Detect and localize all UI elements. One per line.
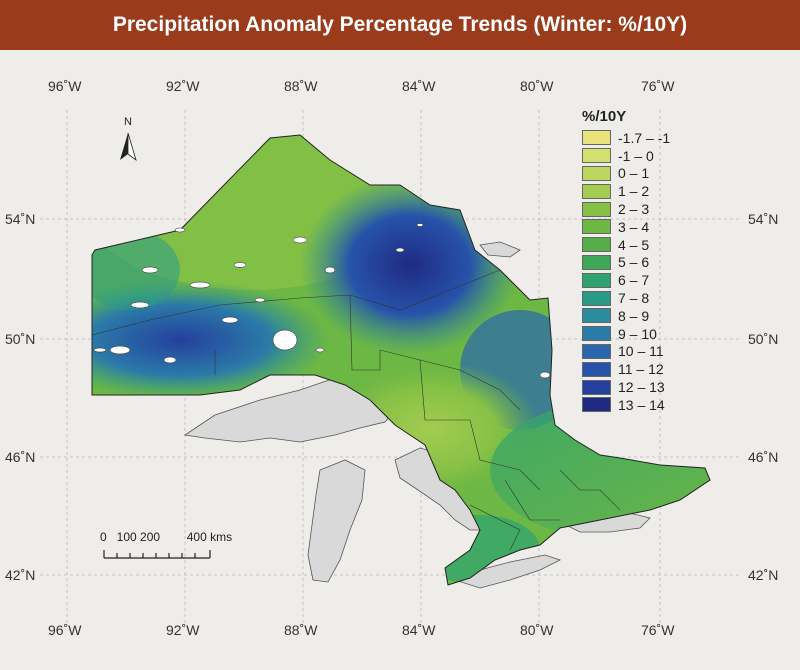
- lat-label-right: 46˚N: [748, 449, 779, 465]
- legend-label: 1 – 2: [618, 183, 650, 200]
- lon-label-bottom: 88˚W: [284, 622, 318, 638]
- lat-label-right: 50˚N: [748, 331, 779, 347]
- legend-swatch: [582, 237, 611, 253]
- lon-label-bottom: 84˚W: [402, 622, 436, 638]
- lon-label-bottom: 96˚W: [48, 622, 82, 638]
- legend-item: 12 – 13: [582, 378, 722, 396]
- legend-item: 2 – 3: [582, 200, 722, 218]
- legend-item: 5 – 6: [582, 254, 722, 272]
- lon-label-top: 96˚W: [48, 78, 82, 94]
- lat-label-left: 42˚N: [5, 567, 36, 583]
- legend-item: -1.7 – -1: [582, 129, 722, 147]
- legend-swatch: [582, 148, 611, 164]
- legend-label: 0 – 1: [618, 165, 650, 182]
- scale-bar: 0 100 200 400 kms: [100, 530, 270, 570]
- lon-label-top: 84˚W: [402, 78, 436, 94]
- lat-label-left: 46˚N: [5, 449, 36, 465]
- legend-label: 7 – 8: [618, 290, 650, 307]
- legend-label: 6 – 7: [618, 272, 650, 289]
- north-arrow-icon: [120, 132, 137, 162]
- legend-item: 7 – 8: [582, 289, 722, 307]
- map-title: Precipitation Anomaly Percentage Trends …: [112, 13, 688, 36]
- legend-item: 6 – 7: [582, 271, 722, 289]
- lake-michigan: [307, 459, 366, 583]
- legend-item: 1 – 2: [582, 182, 722, 200]
- legend-item: 8 – 9: [582, 307, 722, 325]
- district-boundaries: [91, 269, 621, 551]
- north-indicator: N: [114, 116, 144, 166]
- legend-item: 3 – 4: [582, 218, 722, 236]
- scale-bar-graphic: [103, 550, 211, 559]
- legend-label: -1 – 0: [618, 147, 654, 164]
- great-lakes: [183, 241, 651, 589]
- legend-swatch: [582, 272, 611, 288]
- legend-swatch: [582, 397, 611, 413]
- map-area: 96˚W 92˚W 88˚W 84˚W 80˚W 76˚W 96˚W 92˚W …: [0, 50, 800, 670]
- lat-label-left: 50˚N: [5, 331, 36, 347]
- lat-label-right: 42˚N: [748, 567, 779, 583]
- legend-swatch: [582, 201, 611, 217]
- legend-item: 10 – 11: [582, 343, 722, 361]
- legend-label: 13 – 14: [618, 396, 665, 413]
- legend-label: 4 – 5: [618, 236, 650, 253]
- legend-item: 11 – 12: [582, 360, 722, 378]
- lon-label-bottom: 76˚W: [641, 622, 675, 638]
- scale-labels: 0 100 200 400 kms: [100, 530, 233, 544]
- title-bar: Precipitation Anomaly Percentage Trends …: [0, 0, 800, 50]
- lon-label-bottom: 80˚W: [520, 622, 554, 638]
- legend-swatch: [582, 183, 611, 199]
- legend-swatch: [582, 290, 611, 306]
- legend-swatch: [582, 361, 611, 377]
- legend-label: -1.7 – -1: [618, 129, 671, 146]
- lon-label-top: 88˚W: [284, 78, 318, 94]
- legend-swatch: [582, 326, 611, 342]
- legend-label: 9 – 10: [618, 325, 657, 342]
- lat-label-right: 54˚N: [748, 211, 779, 227]
- legend-swatch: [582, 165, 611, 181]
- legend-item: 4 – 5: [582, 236, 722, 254]
- legend-title: %/10Y: [582, 108, 627, 125]
- legend-swatch: [582, 379, 611, 395]
- legend-swatch: [582, 219, 611, 235]
- legend-label: 3 – 4: [618, 218, 650, 235]
- lon-label-top: 80˚W: [520, 78, 554, 94]
- legend-item: 9 – 10: [582, 325, 722, 343]
- legend-label: 10 – 11: [618, 343, 664, 360]
- james-bay-island: [479, 241, 521, 258]
- lon-label-bottom: 92˚W: [166, 622, 200, 638]
- north-letter: N: [124, 116, 132, 128]
- legend-item: 13 – 14: [582, 396, 722, 414]
- legend-swatch: [582, 308, 611, 324]
- legend-swatch: [582, 130, 611, 146]
- small-lakes: [93, 223, 551, 379]
- legend-label: 5 – 6: [618, 254, 650, 271]
- legend-item: 0 – 1: [582, 165, 722, 183]
- lake-erie: [453, 554, 562, 589]
- legend-label: 2 – 3: [618, 201, 650, 218]
- lon-label-top: 92˚W: [166, 78, 200, 94]
- legend-swatch: [582, 254, 611, 270]
- legend-label: 11 – 12: [618, 361, 664, 378]
- lat-label-left: 54˚N: [5, 211, 36, 227]
- legend-label: 8 – 9: [618, 307, 650, 324]
- lon-label-top: 76˚W: [641, 78, 675, 94]
- legend-swatch: [582, 343, 611, 359]
- legend-item: -1 – 0: [582, 147, 722, 165]
- ontario-outline: [91, 134, 711, 586]
- legend-label: 12 – 13: [618, 379, 665, 396]
